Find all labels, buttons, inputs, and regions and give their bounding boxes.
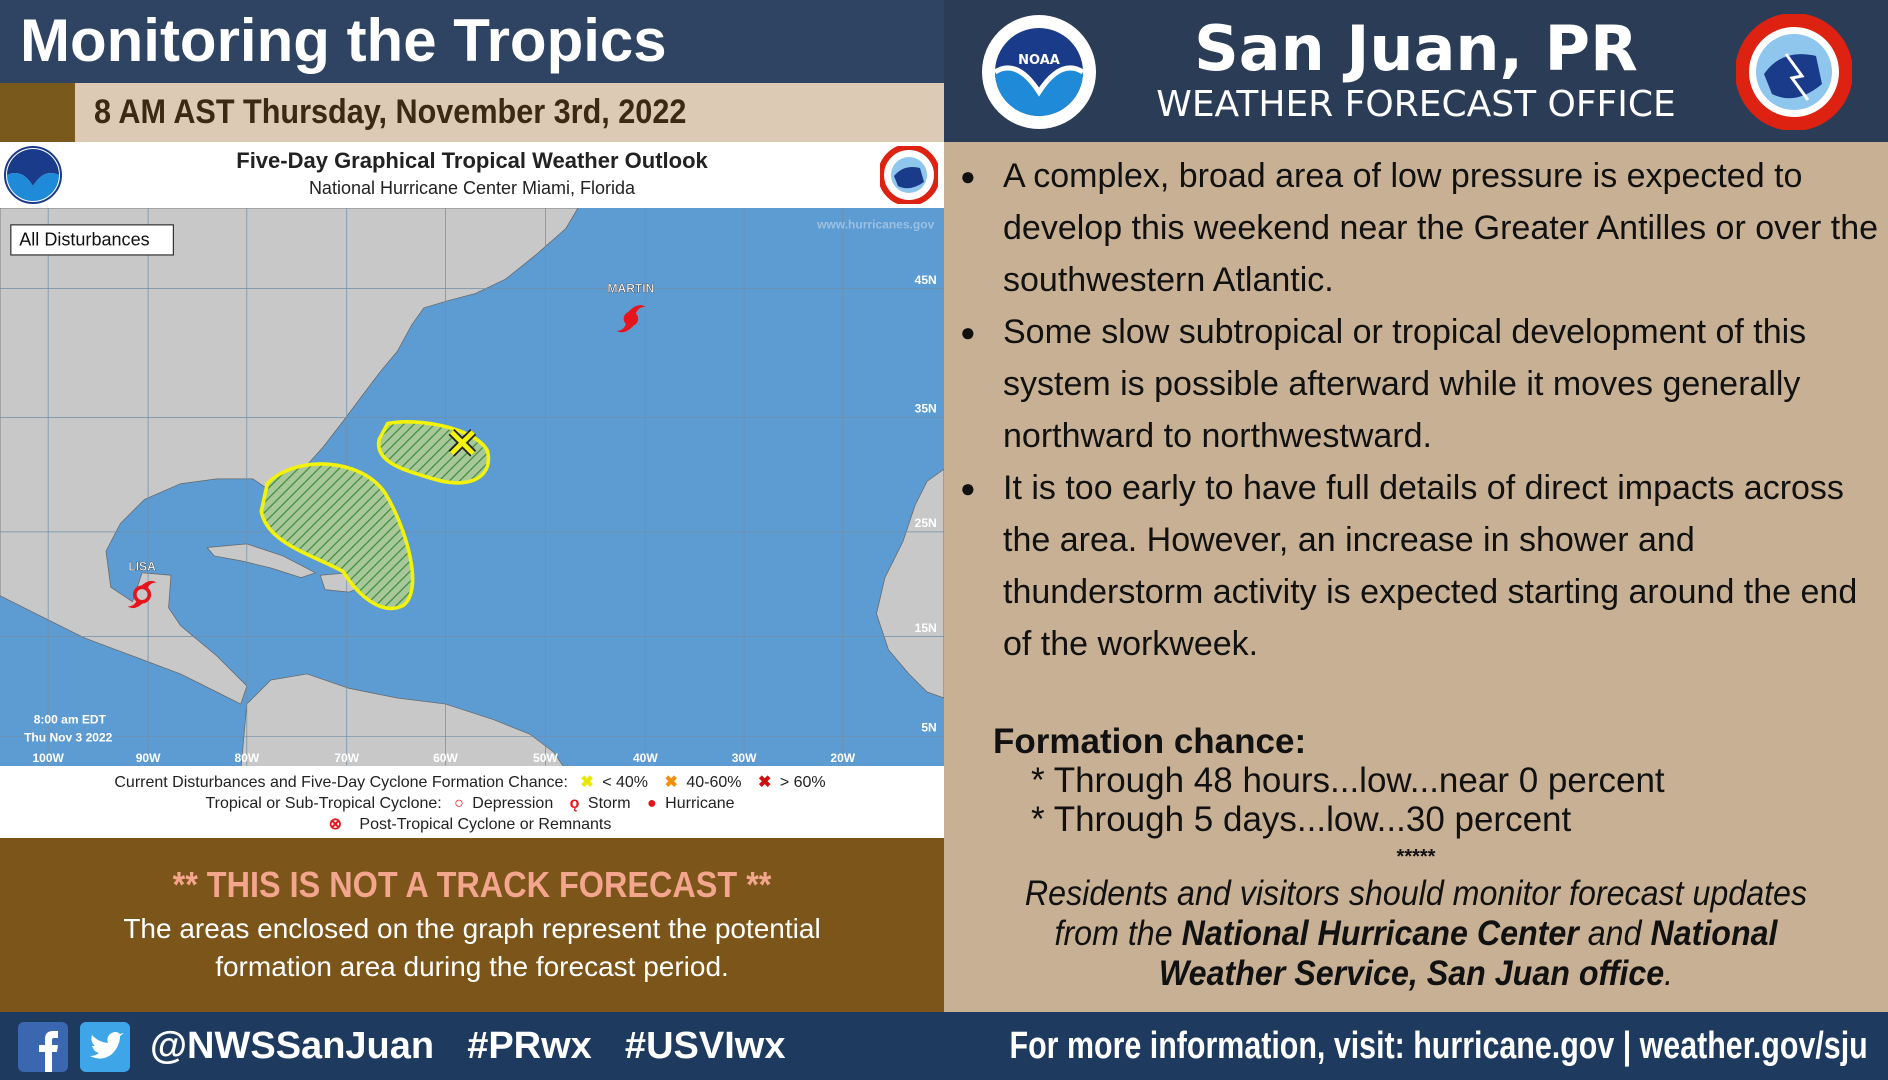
date-band: 8 AM AST Thursday, November 3rd, 2022	[0, 83, 944, 142]
legend-medium: 40-60%	[686, 774, 742, 791]
formation-48h: * Through 48 hours...low...near 0 percen…	[1031, 761, 1665, 800]
legend-hurricane: Hurricane	[665, 795, 735, 812]
footer-bar: @NWSSanJuan #PRwx #USVIwx For more infor…	[0, 1012, 1888, 1080]
accent-block	[0, 83, 75, 142]
closing-nhc: National Hurricane Center	[1181, 914, 1579, 953]
lon-label: 20W	[830, 751, 855, 765]
lon-label: 80W	[234, 751, 259, 765]
map-subheading: National Hurricane Center Miami, Florida	[308, 178, 636, 198]
cuba-land	[206, 543, 317, 579]
social-handles: @NWSSanJuan #PRwx #USVIwx	[150, 1025, 786, 1067]
lon-label: 70W	[334, 751, 359, 765]
south-america-land	[240, 673, 564, 766]
lon-label: 60W	[433, 751, 458, 765]
twitter-icon[interactable]	[80, 1022, 130, 1072]
lon-label: 40W	[633, 751, 658, 765]
office-header: NOAA San Juan, PR WEATHER FORECAST OFFIC…	[944, 0, 1888, 142]
formation-chance: Formation chance: * Through 48 hours...l…	[993, 722, 1665, 839]
map-heading: Five-Day Graphical Tropical Weather Outl…	[236, 148, 708, 173]
lat-label: 45N	[915, 273, 937, 287]
closing-text: Residents and visitors should monitor fo…	[1024, 874, 1808, 953]
page-title: Monitoring the Tropics	[0, 0, 944, 83]
map-legend: Current Disturbances and Five-Day Cyclon…	[0, 766, 944, 838]
disturbances-badge	[10, 224, 174, 256]
warning-heading: ** THIS IS NOT A TRACK FORECAST **	[172, 864, 772, 905]
more-info-links[interactable]: For more information, visit: hurricane.g…	[1009, 1025, 1868, 1067]
disturbances-badge-label: All Disturbances	[19, 229, 149, 249]
map-header: Five-Day Graphical Tropical Weather Outl…	[0, 142, 944, 208]
formation-5day: * Through 5 days...low...30 percent	[1031, 800, 1572, 839]
noaa-logo-icon: NOAA	[982, 15, 1096, 129]
lat-label: 35N	[915, 402, 937, 416]
lat-label: 15N	[915, 621, 937, 635]
lon-label: 30W	[732, 751, 757, 765]
lat-label: 5N	[921, 721, 936, 735]
closing-text: .	[1664, 954, 1674, 993]
issue-date: 8 AM AST Thursday, November 3rd, 2022	[94, 93, 687, 131]
legend-cyclone-label: Tropical or Sub-Tropical Cyclone:	[205, 795, 442, 812]
north-america-land	[0, 208, 579, 705]
office-name: WEATHER FORECAST OFFICE	[1156, 84, 1676, 125]
lon-label: 50W	[533, 751, 558, 765]
watermark: www.hurricanes.gov	[816, 217, 935, 231]
legend-storm: Storm	[587, 795, 631, 812]
office-city: San Juan, PR	[1194, 12, 1638, 85]
closing-nws: National Weather Service, San Juan offic…	[1158, 914, 1778, 993]
warning-body: The areas enclosed on the graph represen…	[123, 913, 821, 982]
nws-logo-icon	[880, 146, 938, 204]
outlook-map: MARTIN LISA 100W 90W 80W 70W 60W 50W 40W…	[0, 208, 944, 766]
legend-depression: Depression	[472, 795, 554, 812]
legend-post-tropical: Post-Tropical Cyclone or Remnants	[359, 816, 612, 833]
separator: *****	[1396, 846, 1436, 868]
bullet-item: Some slow subtropical or tropical develo…	[950, 306, 1880, 462]
noaa-logo-icon	[4, 146, 62, 204]
legend-formation-label: Current Disturbances and Five-Day Cyclon…	[114, 774, 568, 791]
noaa-logo-text: NOAA	[1018, 53, 1060, 68]
facebook-icon[interactable]	[18, 1022, 68, 1072]
bullet-item: A complex, broad area of low pressure is…	[950, 150, 1880, 306]
lon-label: 90W	[136, 751, 161, 765]
nws-logo-icon	[1736, 14, 1852, 130]
bullet-item: It is too early to have full details of …	[950, 462, 1880, 670]
closing-text: and	[1578, 914, 1651, 953]
map-time: 8:00 am EDT	[34, 712, 107, 726]
storm-label-martin: MARTIN	[608, 281, 655, 295]
formation-area-large	[259, 462, 415, 611]
storm-lisa-icon	[127, 580, 157, 609]
lat-label: 25N	[915, 516, 937, 530]
legend-high: > 60%	[779, 774, 826, 791]
lon-label: 100W	[32, 751, 64, 765]
storm-label-lisa: LISA	[128, 559, 156, 573]
map-date: Thu Nov 3 2022	[24, 730, 113, 744]
track-warning: ** THIS IS NOT A TRACK FORECAST ** The a…	[0, 838, 944, 1012]
africa-land	[876, 468, 944, 699]
outlook-bullets: A complex, broad area of low pressure is…	[950, 150, 1880, 670]
hurricane-martin-icon	[616, 305, 646, 333]
disturbance-x-marker	[448, 428, 477, 457]
legend-low: < 40%	[602, 774, 649, 791]
formation-heading: Formation chance:	[993, 722, 1307, 761]
closing-note: Residents and visitors should monitor fo…	[996, 874, 1835, 994]
grid-lines	[0, 208, 944, 766]
